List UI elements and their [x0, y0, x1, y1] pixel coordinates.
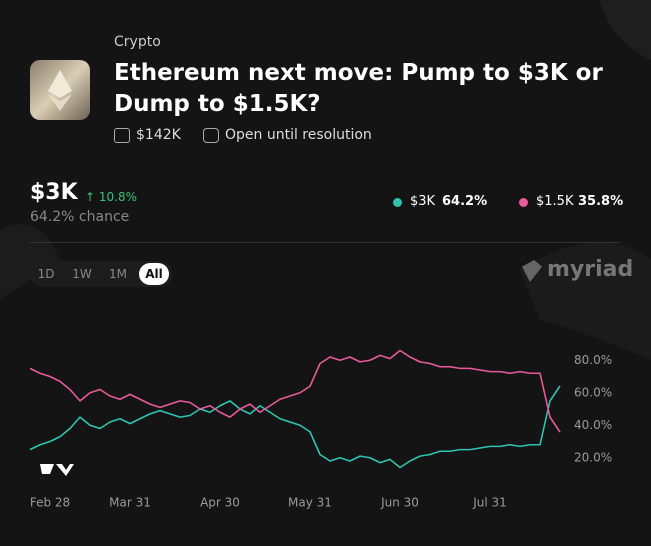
- x-tick-label: Mar 31: [109, 496, 151, 510]
- x-tick-label: Jun 30: [380, 496, 419, 510]
- legend-dot: [519, 198, 528, 207]
- range-button[interactable]: 1D: [37, 267, 55, 281]
- brand: myriad: [547, 257, 634, 282]
- volume: $142K: [136, 127, 181, 143]
- range-button[interactable]: 1M: [109, 267, 127, 281]
- range-button[interactable]: All: [139, 263, 169, 285]
- status-icon: [203, 128, 219, 143]
- category: Crypto: [114, 34, 161, 50]
- eth-logo: [48, 70, 72, 111]
- legend-chance: 35.8%: [578, 194, 624, 209]
- legend-name: $1.5K: [536, 194, 574, 209]
- x-tick-label: Jul 31: [472, 496, 507, 510]
- x-tick-label: Feb 28: [30, 496, 70, 510]
- series-line: [29, 349, 561, 433]
- divider: [30, 242, 621, 243]
- x-tick-label: May 31: [288, 496, 332, 510]
- legend-dot: [393, 198, 402, 207]
- status: Open until resolution: [225, 127, 372, 143]
- watermark: [40, 464, 74, 476]
- series-line: [29, 385, 561, 469]
- legend-name: $3K: [410, 194, 436, 209]
- change: ↑ 10.8%: [85, 190, 137, 204]
- chance: 64.2% chance: [30, 209, 130, 225]
- leader: $3K: [30, 180, 78, 205]
- volume-icon: [114, 128, 130, 143]
- y-tick-label: 40.0%: [574, 418, 612, 432]
- y-tick-label: 80.0%: [574, 353, 612, 367]
- market-icon: [30, 60, 90, 120]
- y-tick-label: 20.0%: [574, 450, 612, 464]
- legend-chance: 64.2%: [442, 194, 488, 209]
- x-tick-label: Apr 30: [200, 496, 240, 510]
- y-tick-label: 60.0%: [574, 385, 612, 399]
- range-button[interactable]: 1W: [72, 267, 92, 281]
- title: Ethereum next move: Pump to $3K or Dump …: [114, 60, 603, 117]
